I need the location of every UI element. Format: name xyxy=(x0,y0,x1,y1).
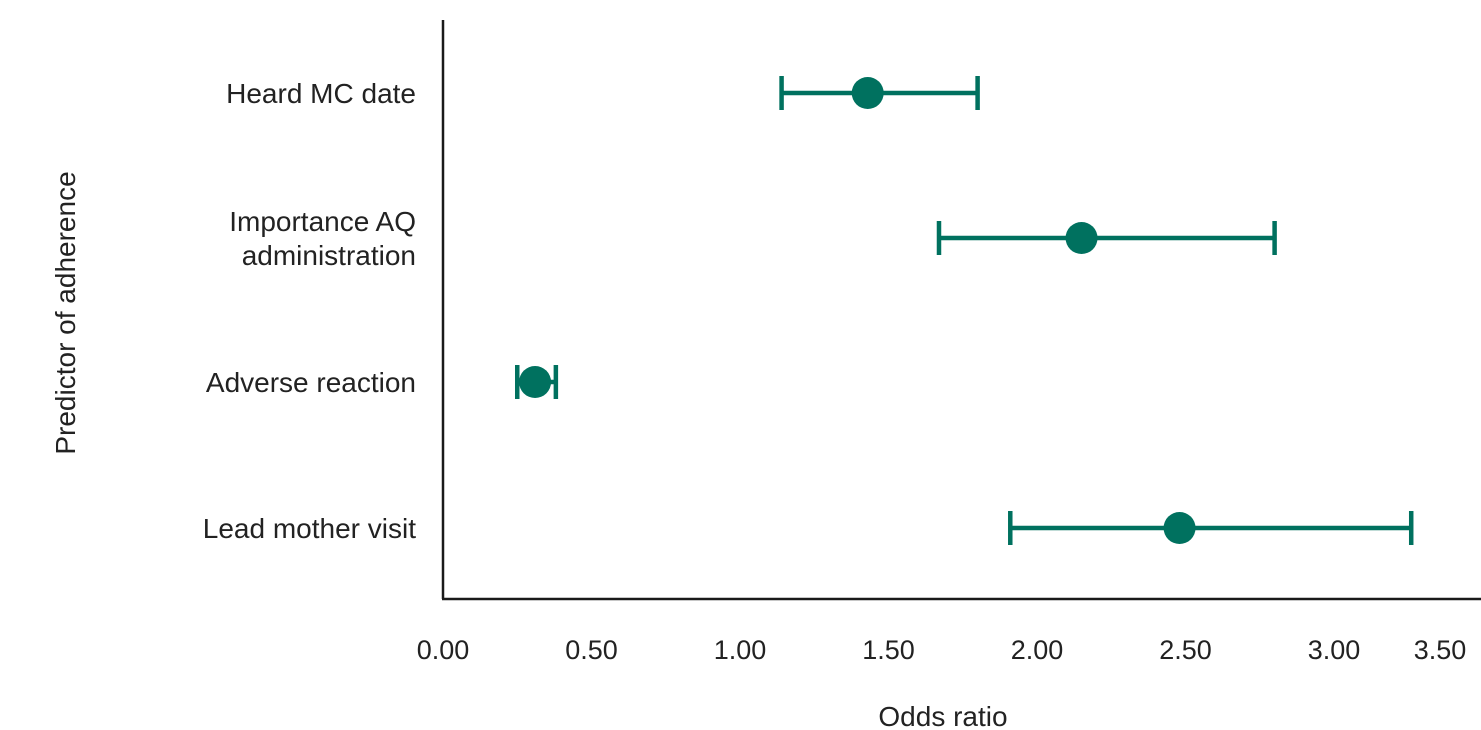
x-tick-label: 3.50 xyxy=(1414,635,1467,665)
y-category-label: administration xyxy=(242,240,416,271)
x-tick-label: 2.00 xyxy=(1011,635,1064,665)
odds-ratio-point xyxy=(851,77,884,109)
ci-row xyxy=(779,76,980,110)
ci-row xyxy=(1008,511,1414,545)
y-category-labels: Heard MC date Importance AQadministration… xyxy=(203,78,416,544)
ci-row xyxy=(515,365,559,399)
odds-ratio-point xyxy=(1163,512,1196,544)
x-tick-label: 2.50 xyxy=(1159,635,1212,665)
x-tick-label: 1.00 xyxy=(714,635,767,665)
odds-ratio-point xyxy=(519,366,552,398)
odds-ratio-point xyxy=(1065,222,1098,254)
x-tick-label: 1.50 xyxy=(862,635,915,665)
y-category-label: Lead mother visit xyxy=(203,513,416,544)
x-axis-title: Odds ratio xyxy=(878,701,1007,730)
x-tick-labels: 0.00 0.50 1.00 1.50 2.00 2.50 3.00 3.50 xyxy=(417,635,1467,665)
ci-row xyxy=(936,221,1277,255)
x-tick-label: 0.00 xyxy=(417,635,470,665)
y-category-label: Heard MC date xyxy=(226,78,416,109)
y-category-label: Adverse reaction xyxy=(206,367,416,398)
x-tick-label: 3.00 xyxy=(1308,635,1361,665)
plot-marks xyxy=(515,76,1414,545)
y-axis-title: Predictor of adherence xyxy=(50,171,81,454)
x-tick-label: 0.50 xyxy=(565,635,618,665)
y-category-label: Importance AQ xyxy=(229,206,416,237)
